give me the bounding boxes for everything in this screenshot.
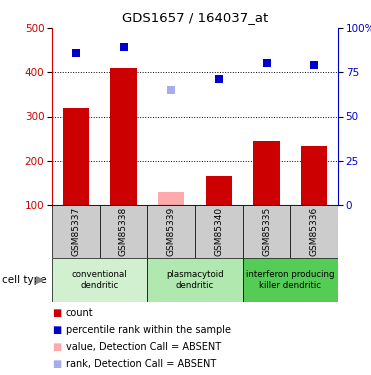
Bar <box>52 205 100 258</box>
Bar <box>100 205 147 258</box>
Text: ▶: ▶ <box>36 275 45 285</box>
Text: ■: ■ <box>52 342 61 352</box>
Bar <box>290 205 338 258</box>
Bar <box>111 68 137 205</box>
Bar <box>206 176 232 205</box>
Text: percentile rank within the sample: percentile rank within the sample <box>66 325 231 335</box>
Text: GSM85340: GSM85340 <box>214 207 223 256</box>
Text: GSM85338: GSM85338 <box>119 207 128 256</box>
Bar <box>243 258 338 302</box>
Text: cell type: cell type <box>2 275 46 285</box>
Text: value, Detection Call = ABSENT: value, Detection Call = ABSENT <box>66 342 221 352</box>
Text: plasmacytoid
dendritic: plasmacytoid dendritic <box>166 270 224 290</box>
Bar <box>158 192 184 205</box>
Bar <box>243 205 290 258</box>
Bar <box>52 258 147 302</box>
Bar <box>147 258 243 302</box>
Text: GSM85337: GSM85337 <box>71 207 81 256</box>
Text: ■: ■ <box>52 359 61 369</box>
Text: ■: ■ <box>52 308 61 318</box>
Bar <box>147 205 195 258</box>
Text: count: count <box>66 308 93 318</box>
Text: GSM85335: GSM85335 <box>262 207 271 256</box>
Text: rank, Detection Call = ABSENT: rank, Detection Call = ABSENT <box>66 359 216 369</box>
Bar <box>63 108 89 205</box>
Bar <box>195 205 243 258</box>
Bar <box>253 141 280 205</box>
Text: GSM85339: GSM85339 <box>167 207 175 256</box>
Text: GSM85336: GSM85336 <box>310 207 319 256</box>
Text: interferon producing
killer dendritic: interferon producing killer dendritic <box>246 270 335 290</box>
Text: conventional
dendritic: conventional dendritic <box>72 270 128 290</box>
Title: GDS1657 / 164037_at: GDS1657 / 164037_at <box>122 11 268 24</box>
Bar <box>301 146 327 205</box>
Text: ■: ■ <box>52 325 61 335</box>
